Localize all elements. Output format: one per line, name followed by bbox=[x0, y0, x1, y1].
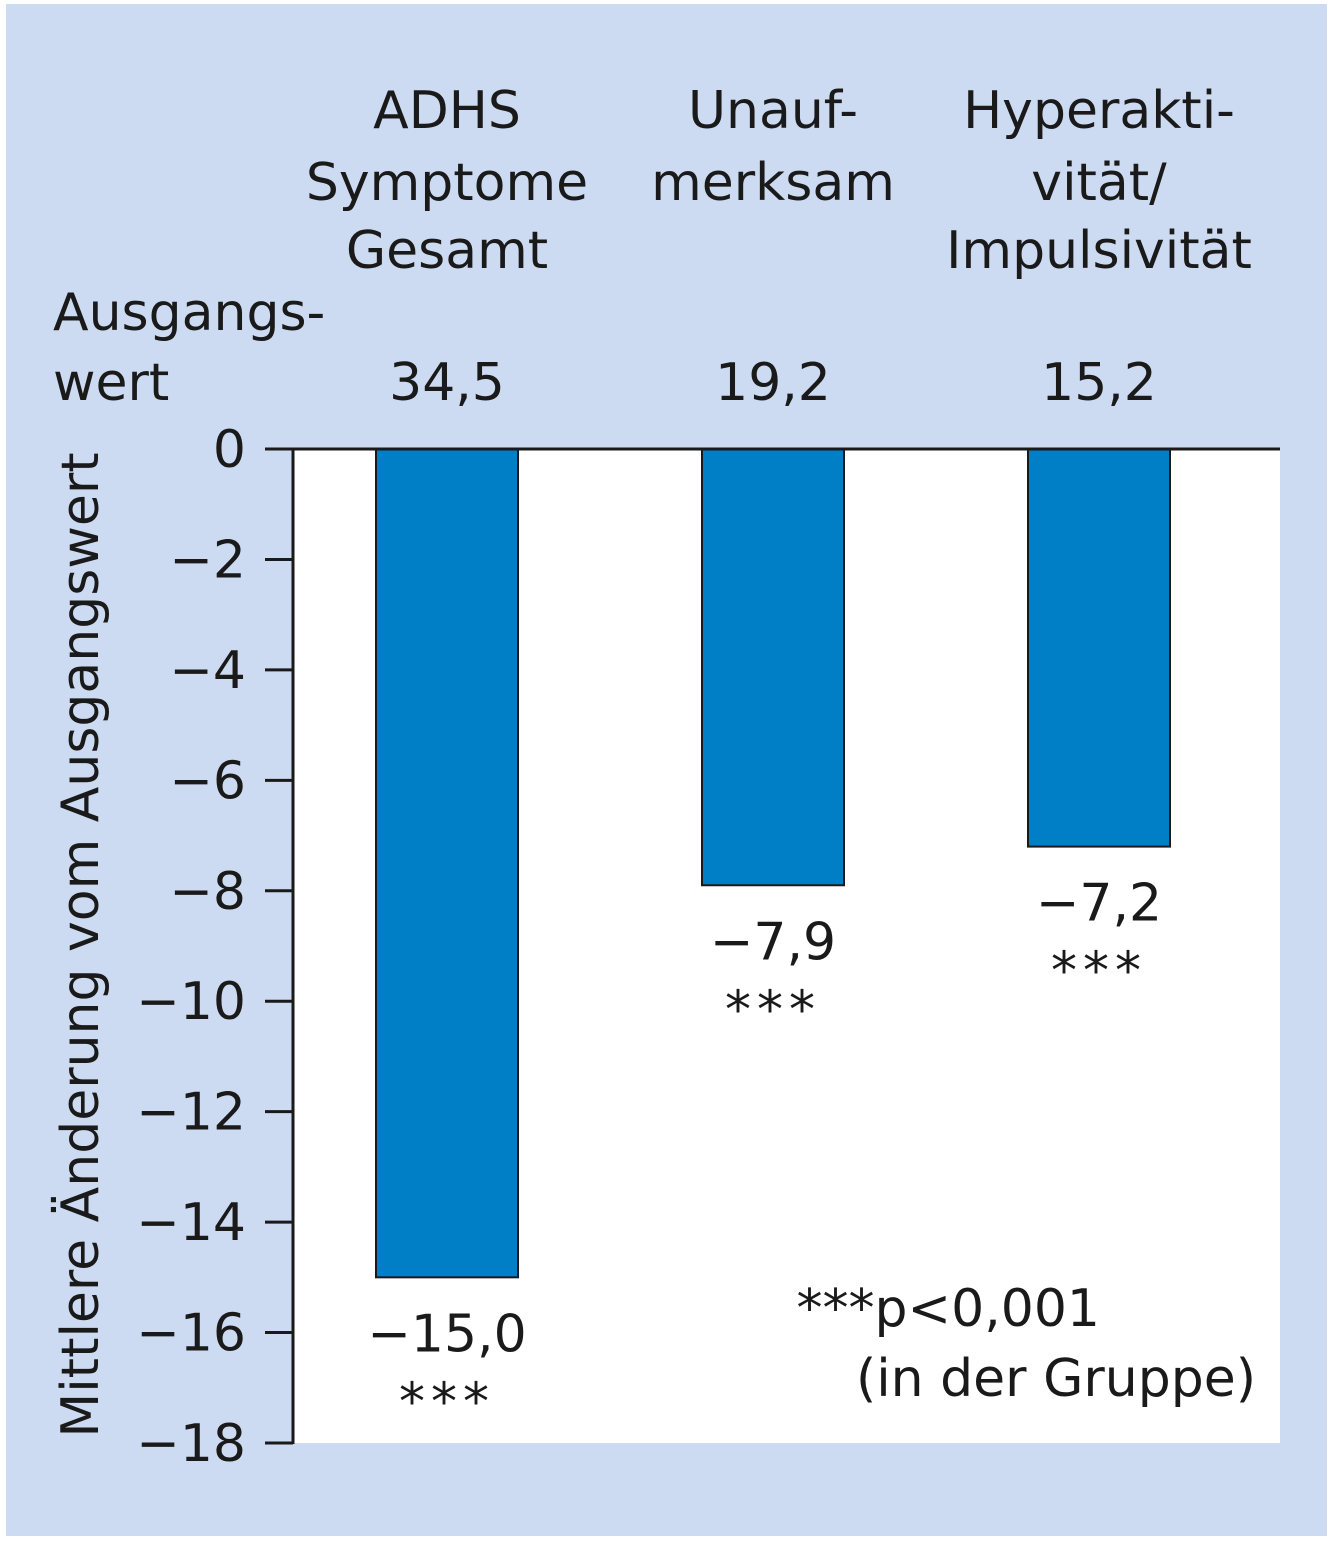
category-label: Impulsivität bbox=[946, 221, 1252, 281]
category-label: Gesamt bbox=[346, 221, 548, 281]
significance-label: *** bbox=[1051, 942, 1147, 1002]
y-tick-label: −12 bbox=[136, 1083, 246, 1143]
category-label: ADHS bbox=[373, 81, 521, 141]
bar-3 bbox=[1027, 448, 1171, 848]
y-tick-label: 0 bbox=[213, 420, 246, 480]
footnote: ***p<0,001 bbox=[797, 1279, 1100, 1339]
y-tick-label: −18 bbox=[136, 1414, 246, 1474]
baseline-value: 34,5 bbox=[389, 353, 505, 413]
y-tick-label: −6 bbox=[169, 751, 246, 811]
bar-1 bbox=[375, 448, 519, 1279]
significance-label: *** bbox=[725, 980, 821, 1040]
baseline-label: wert bbox=[53, 353, 169, 413]
category-label: Symptome bbox=[306, 153, 588, 213]
bar-2 bbox=[701, 448, 845, 887]
y-tick-label: −14 bbox=[136, 1193, 246, 1253]
y-tick-label: −2 bbox=[169, 530, 246, 590]
data-label: −7,2 bbox=[1036, 874, 1162, 934]
y-tick-label: −10 bbox=[136, 972, 246, 1032]
baseline-value: 19,2 bbox=[715, 353, 831, 413]
category-label: vität/ bbox=[1031, 153, 1167, 213]
y-tick-label: −8 bbox=[169, 862, 246, 922]
baseline-label: Ausgangs- bbox=[53, 283, 325, 343]
y-tick-label: −4 bbox=[169, 641, 246, 701]
category-label: Hyperakti- bbox=[963, 81, 1235, 141]
category-label: merksam bbox=[651, 153, 895, 213]
category-label: Unauf- bbox=[688, 81, 858, 141]
footnote: (in der Gruppe) bbox=[856, 1349, 1256, 1409]
significance-label: *** bbox=[399, 1372, 495, 1432]
y-axis-title: Mittlere Änderung vom Ausgangswert bbox=[50, 452, 111, 1437]
y-tick-label: −16 bbox=[136, 1304, 246, 1364]
baseline-value: 15,2 bbox=[1041, 353, 1157, 413]
data-label: −7,9 bbox=[710, 912, 836, 972]
data-label: −15,0 bbox=[367, 1304, 526, 1364]
